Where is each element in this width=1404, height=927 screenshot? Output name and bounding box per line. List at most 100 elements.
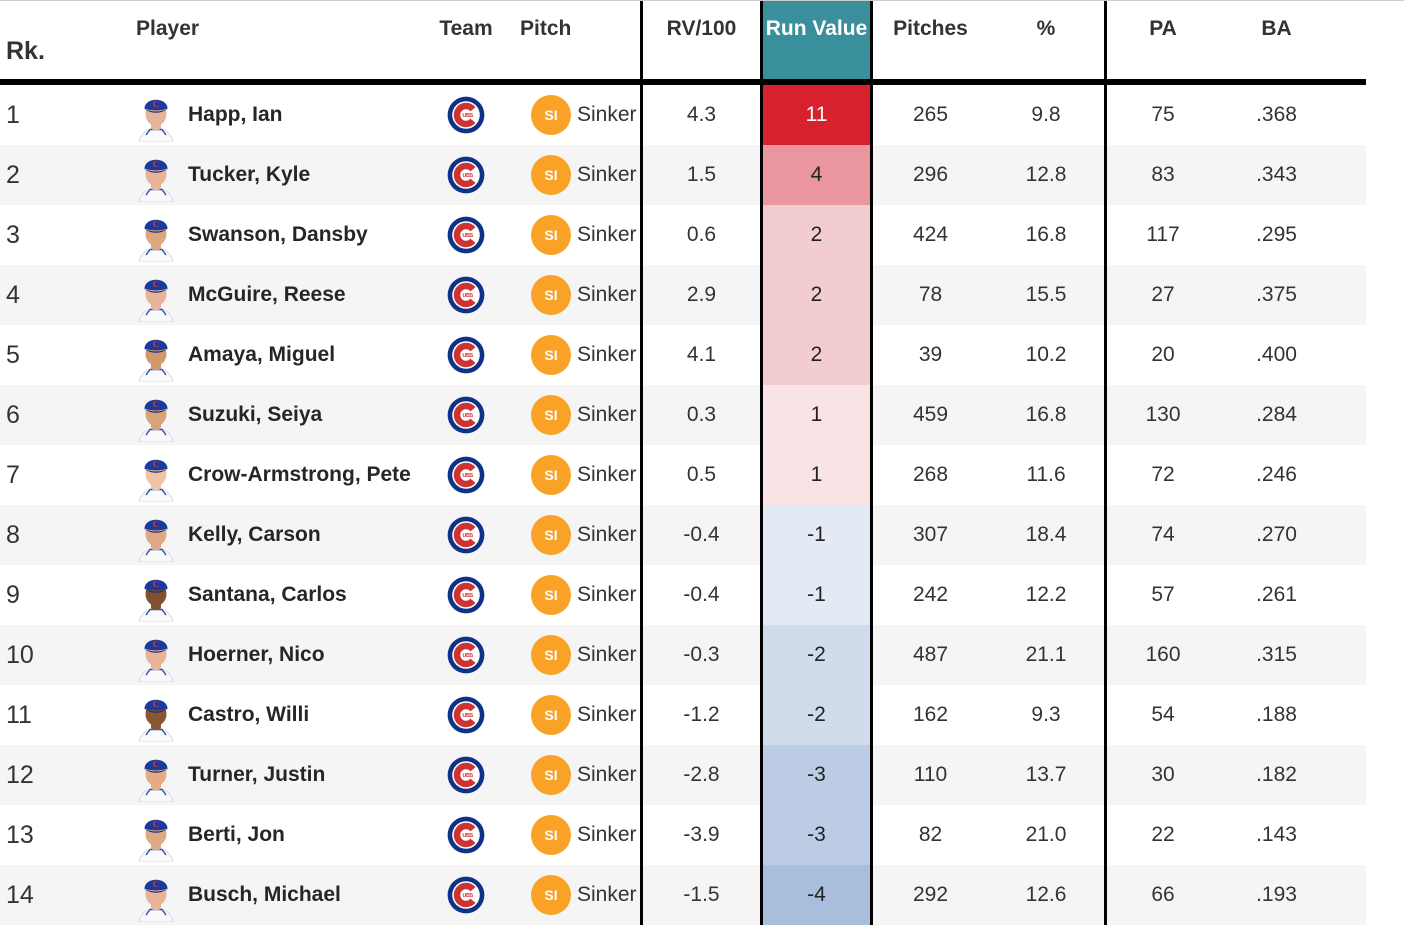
table-row[interactable]: 14 C Busch, Michael UBS SI Sinke (0, 865, 1366, 925)
player-name[interactable]: Castro, Willi (188, 703, 310, 726)
player-cell: C Amaya, Miguel (120, 325, 426, 385)
row-spacer (1334, 805, 1366, 865)
table-row[interactable]: 1 C Happ, Ian UBS SI Sinker (0, 85, 1366, 145)
cubs-team-logo-icon: UBS (447, 456, 485, 494)
svg-text:C: C (153, 339, 160, 349)
player-name[interactable]: Crow-Armstrong, Pete (188, 463, 411, 486)
rank-cell: 4 (6, 280, 20, 309)
run-value-cell: -2 (760, 625, 873, 685)
ba-value: .284 (1256, 403, 1297, 426)
pitch-cell: SI Sinker (506, 625, 640, 685)
rv100-value: -2.8 (640, 745, 760, 805)
rv100-value: -1.2 (640, 685, 760, 745)
pitch-cell: SI Sinker (506, 145, 640, 205)
percent-value: 10.2 (1025, 343, 1067, 366)
table-row[interactable]: 5 C Amaya, Miguel UBS SI Sinker (0, 325, 1366, 385)
team-cell: UBS (426, 205, 506, 265)
player-name[interactable]: McGuire, Reese (188, 283, 346, 306)
sinker-pitch-badge-icon: SI (531, 815, 571, 855)
ba-value: .261 (1256, 583, 1297, 606)
sinker-pitch-badge-icon: SI (531, 335, 571, 375)
run-value-cell: -1 (760, 565, 873, 625)
player-name[interactable]: Turner, Justin (188, 763, 326, 786)
pitch-cell: SI Sinker (506, 205, 640, 265)
table-row[interactable]: 6 C Suzuki, Seiya UBS SI Sinker (0, 385, 1366, 445)
pitch-name: Sinker (577, 583, 637, 606)
pa-value: 74 (1104, 505, 1219, 565)
run-value-cell: 1 (760, 445, 873, 505)
column-header-ba[interactable]: BA (1261, 17, 1292, 40)
cubs-team-logo-icon: UBS (447, 696, 485, 734)
pitch-cell: SI Sinker (506, 265, 640, 325)
ba-value: .400 (1256, 343, 1297, 366)
sinker-pitch-badge-icon: SI (531, 395, 571, 435)
rank-cell: 3 (6, 220, 20, 249)
percent-value: 18.4 (1025, 523, 1067, 546)
column-header-pa[interactable]: PA (1104, 1, 1219, 79)
run-value-cell: 2 (760, 265, 873, 325)
column-header-team[interactable]: Team (439, 17, 493, 40)
player-name[interactable]: Swanson, Dansby (188, 223, 368, 246)
table-row[interactable]: 10 C Hoerner, Nico UBS SI Sinker (0, 625, 1366, 685)
table-row[interactable]: 11 C Castro, Willi UBS SI Sinker (0, 685, 1366, 745)
table-row[interactable]: 8 C Kelly, Carson UBS SI Sinker (0, 505, 1366, 565)
table-row[interactable]: 7 C Crow-Armstrong, Pete UBS SI (0, 445, 1366, 505)
rank-cell: 7 (6, 460, 20, 489)
table-row[interactable]: 12 C Turner, Justin UBS SI Sinke (0, 745, 1366, 805)
player-name[interactable]: Happ, Ian (188, 103, 283, 126)
table-row[interactable]: 2 C Tucker, Kyle UBS SI Sinker (0, 145, 1366, 205)
column-header-pitch[interactable]: Pitch (520, 17, 572, 40)
sinker-pitch-badge-icon: SI (531, 635, 571, 675)
team-cell: UBS (426, 745, 506, 805)
svg-text:C: C (153, 819, 160, 829)
row-spacer (1334, 745, 1366, 805)
cubs-team-logo-icon: UBS (447, 756, 485, 794)
player-cell: C Swanson, Dansby (120, 205, 426, 265)
sinker-pitch-badge-icon: SI (531, 275, 571, 315)
sinker-pitch-badge-icon: SI (531, 875, 571, 915)
player-headshot: C (138, 759, 174, 802)
run-value-cell: 2 (760, 325, 873, 385)
player-name[interactable]: Santana, Carlos (188, 583, 347, 606)
player-cell: C Busch, Michael (120, 865, 426, 925)
player-name[interactable]: Tucker, Kyle (188, 163, 311, 186)
player-name[interactable]: Berti, Jon (188, 823, 285, 846)
player-cell: C Suzuki, Seiya (120, 385, 426, 445)
player-cell: C Kelly, Carson (120, 505, 426, 565)
player-name[interactable]: Suzuki, Seiya (188, 403, 323, 426)
pitch-cell: SI Sinker (506, 685, 640, 745)
ba-value: .270 (1256, 523, 1297, 546)
svg-text:UBS: UBS (462, 533, 473, 539)
table-row[interactable]: 13 C Berti, Jon UBS SI Sinker (0, 805, 1366, 865)
rv100-value: -1.5 (640, 865, 760, 925)
player-name[interactable]: Busch, Michael (188, 883, 341, 906)
pitch-name: Sinker (577, 523, 637, 546)
team-cell: UBS (426, 85, 506, 145)
rv100-value: 0.3 (640, 385, 760, 445)
cubs-team-logo-icon: UBS (447, 636, 485, 674)
column-header-run-value[interactable]: Run Value (760, 1, 873, 79)
rv100-value: -0.3 (640, 625, 760, 685)
cubs-team-logo-icon: UBS (447, 156, 485, 194)
run-value-cell: -2 (760, 685, 873, 745)
pa-value: 27 (1104, 265, 1219, 325)
player-headshot: C (138, 219, 174, 262)
table-row[interactable]: 4 C McGuire, Reese UBS SI Sinker (0, 265, 1366, 325)
player-name[interactable]: Amaya, Miguel (188, 343, 336, 366)
column-header-pitches[interactable]: Pitches (893, 17, 968, 40)
player-name[interactable]: Hoerner, Nico (188, 643, 325, 666)
column-header-percent[interactable]: % (1036, 17, 1056, 40)
pa-value: 72 (1104, 445, 1219, 505)
team-cell: UBS (426, 805, 506, 865)
column-header-rank[interactable]: Rk. (6, 37, 45, 65)
pitches-value: 110 (913, 763, 948, 786)
table-row[interactable]: 9 C Santana, Carlos UBS SI Sinke (0, 565, 1366, 625)
player-name[interactable]: Kelly, Carson (188, 523, 321, 546)
column-header-rv100[interactable]: RV/100 (640, 1, 760, 79)
table-row[interactable]: 3 C Swanson, Dansby UBS SI Sinke (0, 205, 1366, 265)
pitches-value: 39 (918, 343, 943, 366)
column-header-player[interactable]: Player (136, 17, 200, 40)
pitches-value: 162 (912, 703, 949, 726)
svg-text:UBS: UBS (462, 113, 473, 119)
cubs-team-logo-icon: UBS (447, 576, 485, 614)
